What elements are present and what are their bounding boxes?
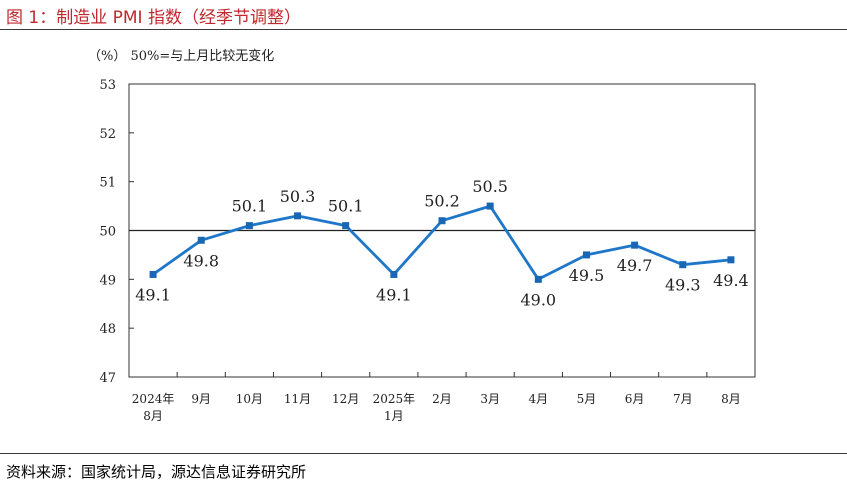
x-tick-label: 4月: [528, 392, 548, 406]
bottom-divider: [0, 453, 847, 454]
data-label: 50.3: [280, 187, 316, 206]
data-point: [342, 222, 350, 230]
data-label: 49.4: [713, 271, 749, 290]
data-label: 49.3: [665, 276, 701, 295]
x-tick-label: 10月: [236, 392, 263, 406]
x-tick-label: 12月: [332, 392, 359, 406]
data-label: 49.0: [520, 290, 556, 309]
y-tick-label: 52: [99, 127, 116, 142]
data-point: [197, 236, 205, 244]
top-divider: [0, 29, 847, 30]
y-tick-label: 48: [99, 322, 116, 337]
data-label: 49.5: [569, 266, 605, 285]
data-point: [390, 270, 398, 278]
x-tick-label: 9月: [191, 392, 211, 406]
data-label: 49.1: [376, 285, 412, 304]
data-label: 49.7: [617, 256, 653, 275]
x-tick-label: 3月: [480, 392, 500, 406]
unit-note: （%） 50%=与上月比较无变化: [88, 48, 274, 64]
data-label: 49.1: [135, 285, 171, 304]
y-tick-label: 53: [99, 78, 116, 93]
data-point: [727, 256, 735, 264]
data-label: 50.1: [232, 197, 268, 216]
x-tick-label: 2024年: [132, 392, 175, 406]
x-tick-label: 1月: [384, 409, 404, 423]
data-point: [679, 261, 687, 269]
x-axis: 2024年 8月 9月 10月 11月 12月 2025年 1月 2月 3月 4月 5月 6月 7月 8月: [132, 372, 741, 423]
x-tick-label: 2025年: [373, 392, 416, 406]
x-tick-label: 6月: [625, 392, 645, 406]
figure-title: 图 1：制造业 PMI 指数（经季节调整）: [6, 8, 301, 28]
data-label: 50.2: [424, 192, 460, 211]
x-tick-label: 5月: [577, 392, 597, 406]
data-point: [294, 212, 302, 220]
x-tick-label: 11月: [284, 392, 311, 406]
data-label: 50.1: [328, 197, 364, 216]
data-point: [245, 222, 253, 230]
data-point: [486, 202, 494, 210]
data-point: [631, 241, 639, 249]
data-label: 50.5: [472, 177, 508, 196]
x-tick-label: 7月: [673, 392, 693, 406]
y-tick-label: 47: [99, 371, 116, 386]
data-point: [149, 270, 157, 278]
y-tick-label: 49: [99, 273, 116, 288]
x-tick-label: 8月: [143, 409, 163, 423]
x-tick-label: 2月: [432, 392, 452, 406]
series-markers: [149, 202, 735, 283]
source-note: 资料来源：国家统计局，源达信息证券研究所: [6, 463, 307, 481]
data-point: [438, 217, 446, 225]
data-labels: 49.1 49.8 50.1 50.3 50.1 49.1 50.2 50.5 49.0 49.5…: [135, 177, 748, 309]
y-tick-label: 50: [99, 225, 116, 240]
data-point: [534, 275, 542, 283]
pmi-line-chart: （%） 50%=与上月比较无变化 47 48 49 50 51 52 53 2024年 8月 9…: [88, 48, 756, 423]
x-tick-label: 8月: [721, 392, 741, 406]
y-axis: 47 48 49 50 51 52 53: [99, 78, 134, 386]
data-label: 49.8: [183, 251, 219, 270]
data-point: [582, 251, 590, 259]
y-tick-label: 51: [99, 176, 116, 191]
